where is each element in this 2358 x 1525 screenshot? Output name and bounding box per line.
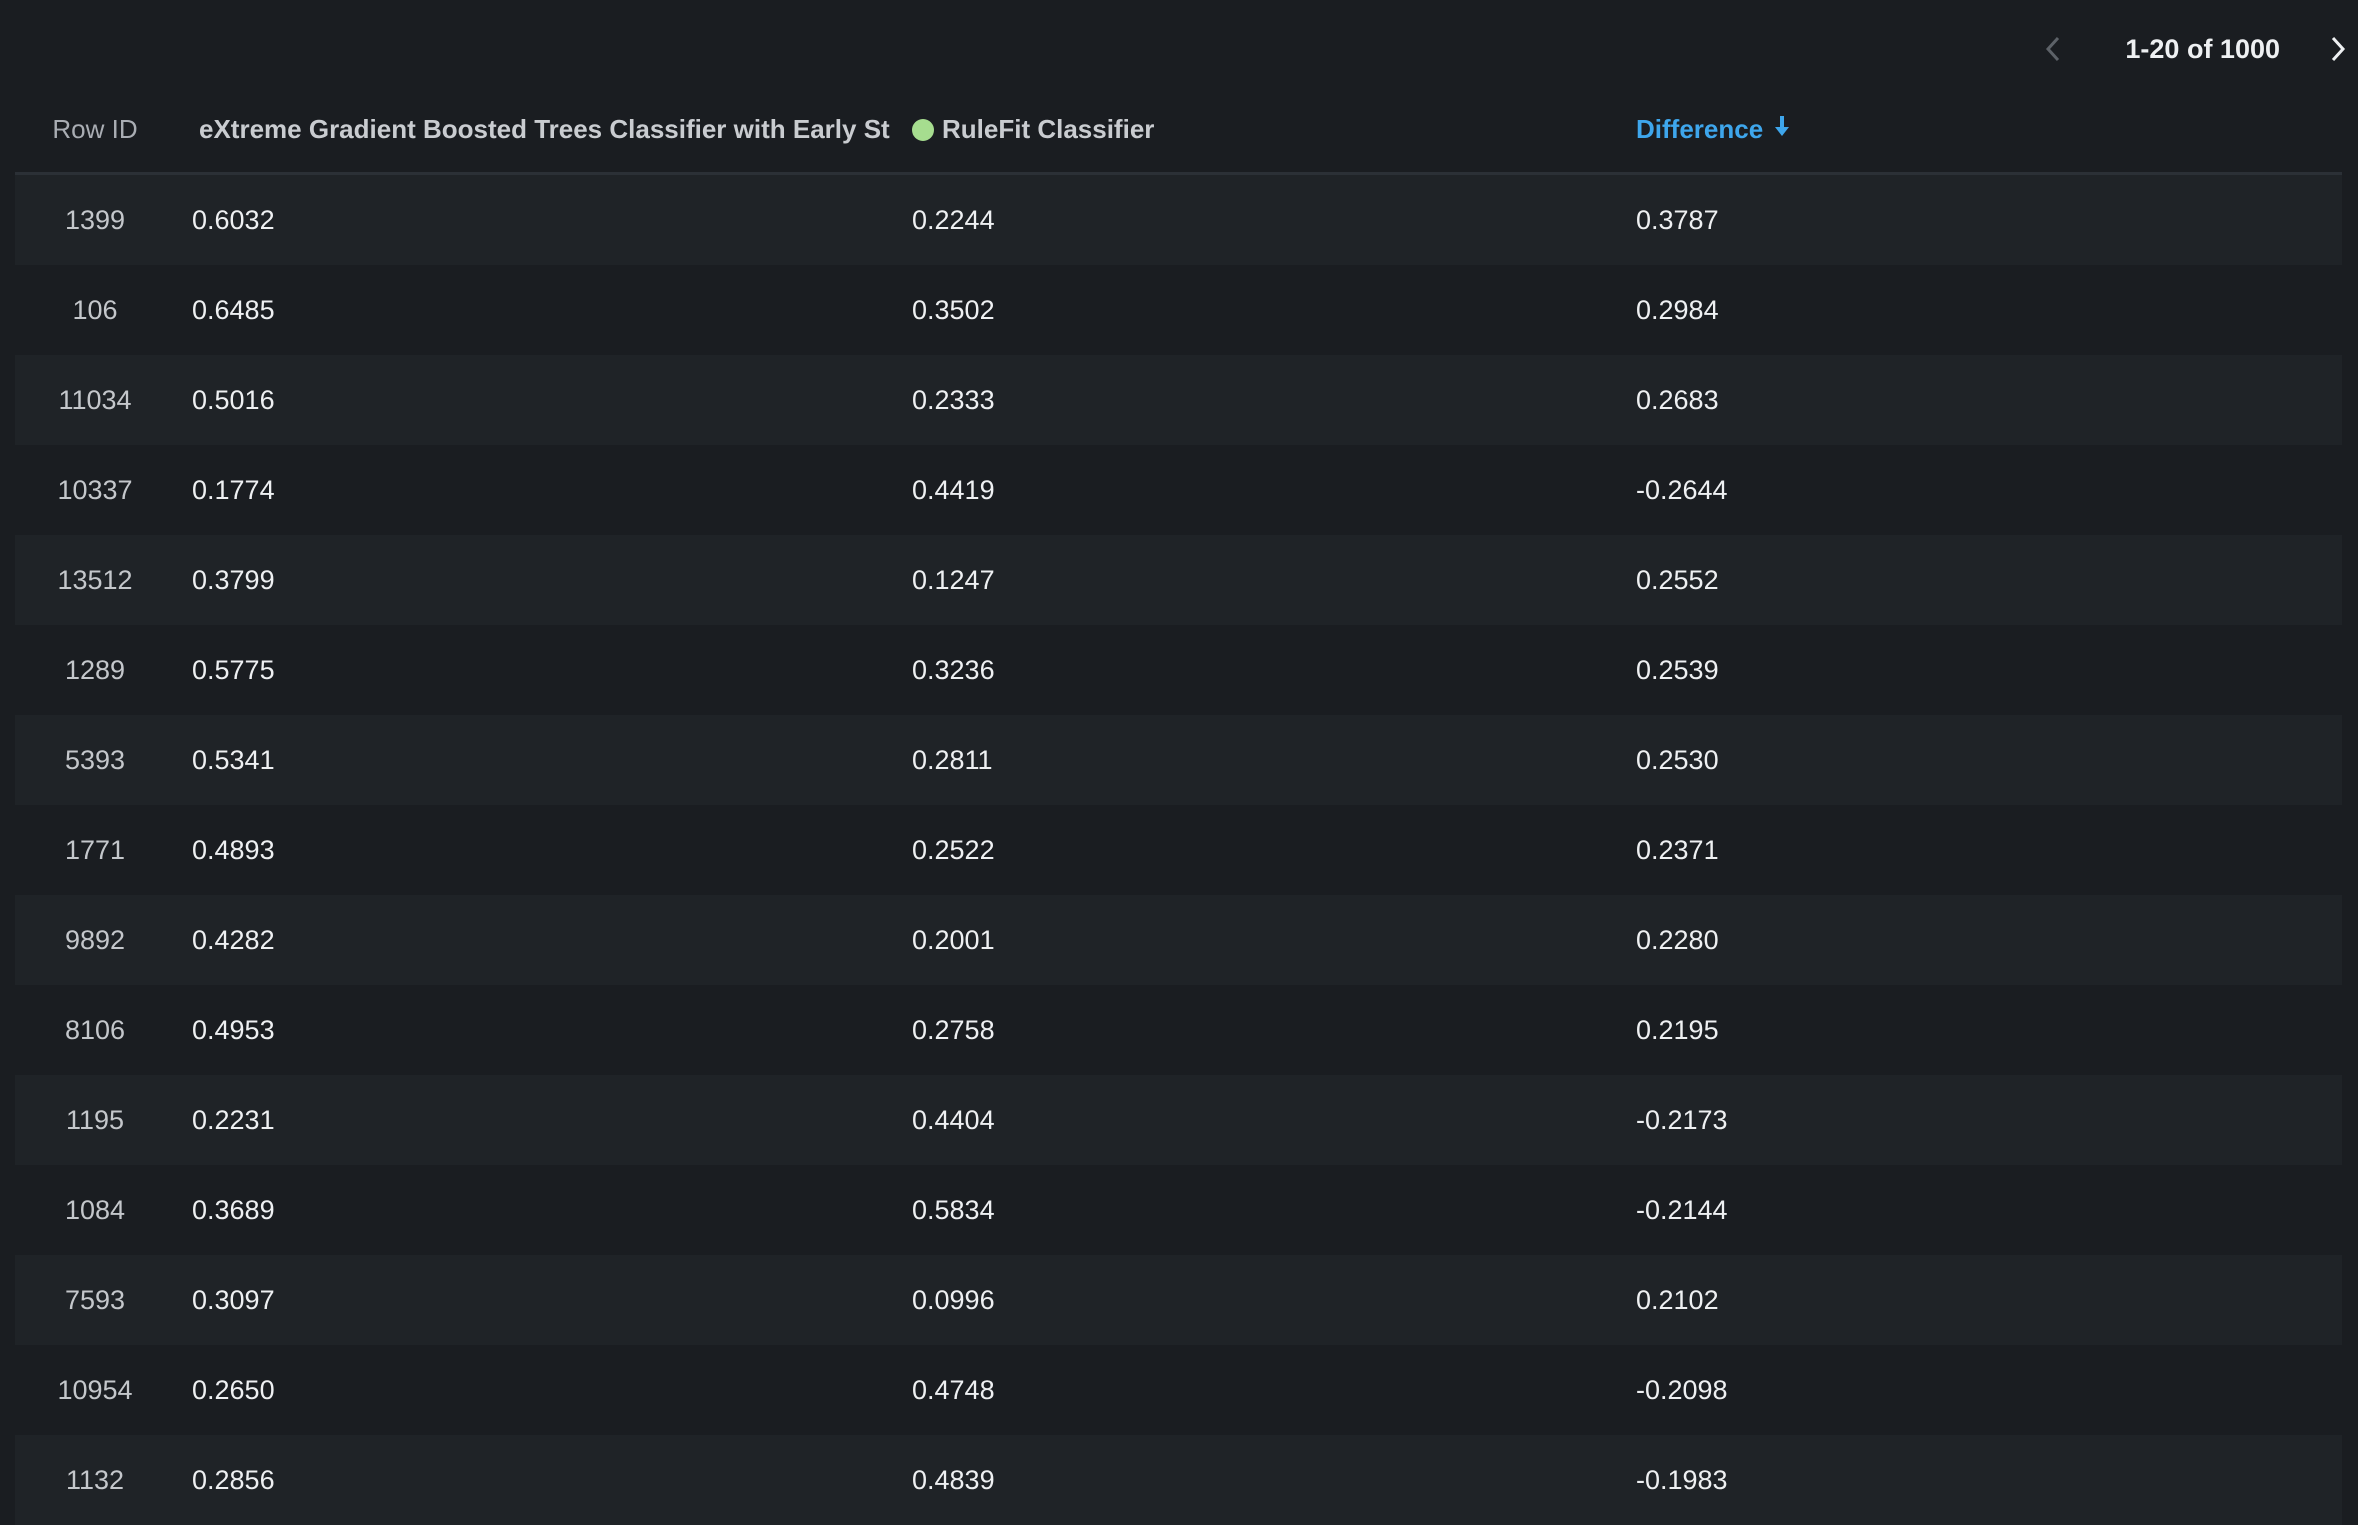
model-b-cell: 0.2001 xyxy=(912,924,995,955)
model-b-cell: 0.3236 xyxy=(912,654,995,685)
table-row[interactable]: 5393 0.5341 0.2811 0.2530 xyxy=(15,715,2342,805)
model-a-cell: 0.5341 xyxy=(192,744,275,775)
row-id-cell: 11034 xyxy=(58,384,132,415)
model-b-cell: 0.1247 xyxy=(912,564,995,595)
row-id-cell: 7593 xyxy=(64,1284,126,1315)
model-a-cell: 0.4282 xyxy=(192,924,275,955)
table-row[interactable]: 1084 0.3689 0.5834 -0.2144 xyxy=(15,1165,2342,1255)
difference-cell: -0.1983 xyxy=(1636,1464,1728,1495)
table-row[interactable]: 9892 0.4282 0.2001 0.2280 xyxy=(15,895,2342,985)
model-a-cell: 0.4893 xyxy=(192,834,275,865)
difference-cell: -0.2173 xyxy=(1636,1104,1728,1135)
difference-cell: 0.2683 xyxy=(1636,384,1719,415)
model-b-cell: 0.2758 xyxy=(912,1014,995,1045)
row-id-cell: 10337 xyxy=(57,474,133,505)
header-model-a[interactable]: eXtreme Gradient Boosted Trees Classifie… xyxy=(199,113,890,144)
table-header: Row ID eXtreme Gradient Boosted Trees Cl… xyxy=(15,86,2342,175)
table-row[interactable]: 1771 0.4893 0.2522 0.2371 xyxy=(15,805,2342,895)
model-a-cell: 0.5775 xyxy=(192,654,275,685)
row-id-cell: 1132 xyxy=(65,1464,125,1495)
difference-cell: 0.2280 xyxy=(1636,924,1719,955)
model-a-cell: 0.2231 xyxy=(192,1104,275,1135)
row-id-cell: 8106 xyxy=(64,1014,126,1045)
model-a-cell: 0.3097 xyxy=(192,1284,275,1315)
model-a-cell: 0.3689 xyxy=(192,1194,275,1225)
model-a-cell: 0.1774 xyxy=(192,474,275,505)
difference-cell: 0.3787 xyxy=(1636,204,1719,235)
model-a-cell: 0.3799 xyxy=(192,564,275,595)
model-color-dot-icon xyxy=(912,118,934,141)
model-b-cell: 0.4404 xyxy=(912,1104,995,1135)
model-a-cell: 0.2650 xyxy=(192,1374,275,1405)
difference-cell: 0.2984 xyxy=(1636,294,1719,325)
row-id-cell: 1399 xyxy=(64,204,126,235)
row-id-cell: 10954 xyxy=(57,1374,133,1405)
table-row[interactable]: 106 0.6485 0.3502 0.2984 xyxy=(15,265,2342,355)
difference-cell: -0.2098 xyxy=(1636,1374,1728,1405)
difference-cell: 0.2539 xyxy=(1636,654,1719,685)
prediction-comparison-table: Row ID eXtreme Gradient Boosted Trees Cl… xyxy=(15,86,2342,1525)
difference-cell: 0.2195 xyxy=(1636,1014,1719,1045)
pagination-range: 1-20 of 1000 xyxy=(2125,33,2280,64)
pagination: 1-20 of 1000 xyxy=(2033,24,2358,74)
row-id-cell: 9892 xyxy=(64,924,126,955)
difference-cell: 0.2102 xyxy=(1636,1284,1719,1315)
arrow-down-icon xyxy=(1773,114,1791,145)
row-id-cell: 106 xyxy=(72,294,118,325)
row-id-cell: 13512 xyxy=(57,564,133,595)
model-a-cell: 0.4953 xyxy=(192,1014,275,1045)
row-id-cell: 1195 xyxy=(65,1104,125,1135)
header-difference-label: Difference xyxy=(1636,113,1764,144)
table-row[interactable]: 1399 0.6032 0.2244 0.3787 xyxy=(15,175,2342,265)
model-a-cell: 0.2856 xyxy=(192,1464,275,1495)
table-row[interactable]: 10337 0.1774 0.4419 -0.2644 xyxy=(15,445,2342,535)
model-b-cell: 0.5834 xyxy=(912,1194,995,1225)
model-a-cell: 0.6485 xyxy=(192,294,275,325)
chevron-right-icon[interactable] xyxy=(2318,29,2358,69)
row-id-cell: 1771 xyxy=(64,834,126,865)
row-id-cell: 1084 xyxy=(64,1194,126,1225)
model-b-cell: 0.2811 xyxy=(912,744,993,775)
model-b-cell: 0.4839 xyxy=(912,1464,995,1495)
chevron-left-icon[interactable] xyxy=(2033,29,2073,69)
table-row[interactable]: 7593 0.3097 0.0996 0.2102 xyxy=(15,1255,2342,1345)
model-a-cell: 0.5016 xyxy=(192,384,275,415)
table-row[interactable]: 13512 0.3799 0.1247 0.2552 xyxy=(15,535,2342,625)
model-b-cell: 0.2522 xyxy=(912,834,995,865)
table-row[interactable]: 8106 0.4953 0.2758 0.2195 xyxy=(15,985,2342,1075)
table-row[interactable]: 1289 0.5775 0.3236 0.2539 xyxy=(15,625,2342,715)
model-b-cell: 0.2333 xyxy=(912,384,995,415)
table-row[interactable]: 11034 0.5016 0.2333 0.2683 xyxy=(15,355,2342,445)
row-id-cell: 5393 xyxy=(64,744,126,775)
table-row[interactable]: 1195 0.2231 0.4404 -0.2173 xyxy=(15,1075,2342,1165)
difference-cell: -0.2144 xyxy=(1636,1194,1728,1225)
header-difference[interactable]: Difference xyxy=(1618,114,2342,145)
difference-cell: -0.2644 xyxy=(1636,474,1728,505)
model-b-cell: 0.4419 xyxy=(912,474,995,505)
model-b-cell: 0.0996 xyxy=(912,1284,995,1315)
model-a-cell: 0.6032 xyxy=(192,204,275,235)
difference-cell: 0.2371 xyxy=(1636,834,1719,865)
table-body: 1399 0.6032 0.2244 0.3787 106 0.6485 0.3502 0.2… xyxy=(15,175,2342,1525)
model-b-cell: 0.4748 xyxy=(912,1374,995,1405)
table-row[interactable]: 1132 0.2856 0.4839 -0.1983 xyxy=(15,1435,2342,1525)
model-b-cell: 0.3502 xyxy=(912,294,995,325)
model-b-cell: 0.2244 xyxy=(912,204,995,235)
header-row-id[interactable]: Row ID xyxy=(52,113,138,144)
row-id-cell: 1289 xyxy=(64,654,126,685)
header-model-b[interactable]: RuleFit Classifier xyxy=(897,114,1618,145)
difference-cell: 0.2552 xyxy=(1636,564,1719,595)
table-row[interactable]: 10954 0.2650 0.4748 -0.2098 xyxy=(15,1345,2342,1435)
difference-cell: 0.2530 xyxy=(1636,744,1719,775)
header-model-b-label: RuleFit Classifier xyxy=(942,113,1155,144)
